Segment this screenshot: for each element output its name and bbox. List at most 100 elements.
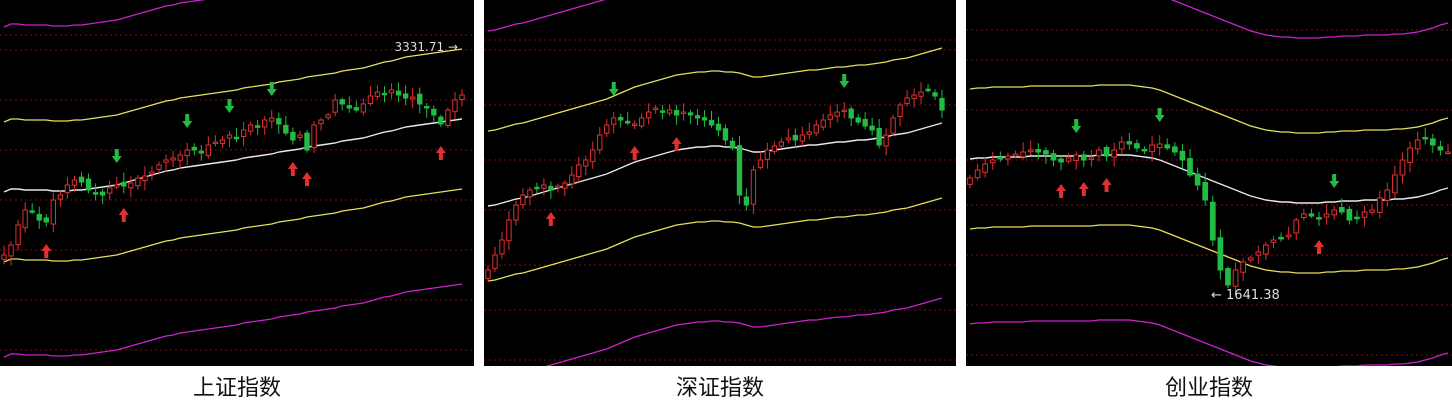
candle-body — [114, 184, 120, 188]
candle-body — [904, 97, 910, 104]
candle-body — [1255, 251, 1262, 256]
candle-body — [1293, 219, 1300, 234]
candle-body — [652, 107, 659, 110]
candle-body — [736, 145, 743, 196]
candle-body — [499, 239, 505, 255]
candle-body — [219, 139, 226, 144]
candle-body — [1331, 209, 1338, 216]
candle-body — [29, 210, 35, 213]
candle-body — [367, 95, 374, 104]
candle-body — [750, 169, 757, 205]
candle-body — [1240, 261, 1246, 273]
candle-body — [792, 134, 798, 141]
buy-arrow-icon — [435, 146, 446, 160]
candle-body — [85, 178, 92, 191]
candle-body — [618, 116, 624, 121]
candle-body — [485, 269, 491, 279]
candle-body — [799, 134, 805, 142]
candle-body — [1354, 216, 1360, 220]
chart-panel-chinext: ← 1641.38 — [966, 0, 1452, 366]
chart-panel-shanghai: 3331.71 → — [0, 0, 474, 366]
candle-body — [409, 96, 416, 100]
candle-body — [729, 140, 736, 149]
candle-body — [360, 103, 367, 113]
candle-body — [57, 194, 64, 200]
candle-body — [997, 156, 1004, 160]
outer-band-lower — [969, 319, 1449, 366]
candle-body — [694, 115, 701, 119]
candle-body — [1043, 150, 1049, 155]
candle-body — [318, 119, 324, 125]
candle-body — [212, 141, 219, 144]
candle-body — [36, 213, 42, 221]
candle-body — [1384, 189, 1391, 201]
candle-body — [135, 177, 141, 187]
candle-body — [1217, 237, 1224, 271]
candle-body — [233, 136, 240, 140]
buy-arrow-icon — [629, 146, 640, 160]
middle-line — [487, 122, 943, 207]
candle-body — [534, 186, 540, 190]
candle-body — [506, 219, 512, 242]
candle-body — [715, 123, 722, 131]
inner-band-lower — [969, 224, 1449, 274]
candle-body — [1088, 157, 1095, 160]
candle-body — [269, 117, 275, 122]
sell-arrow-icon — [608, 82, 619, 96]
buy-arrow-icon — [671, 137, 682, 151]
sell-arrow-icon — [1071, 119, 1082, 133]
candle-body — [1278, 236, 1284, 240]
candle-body — [78, 176, 85, 183]
candle-body — [569, 174, 575, 185]
candle-body — [107, 187, 113, 194]
candle-body — [548, 185, 554, 191]
candle-body — [778, 141, 785, 147]
buy-arrow-icon — [1314, 240, 1325, 254]
candle-body — [1361, 211, 1368, 218]
candle-body — [452, 99, 458, 113]
candle-body — [1270, 239, 1277, 243]
chart-svg-chinext: ← 1641.38 — [966, 0, 1452, 366]
outer-band-lower — [3, 283, 463, 358]
candle-body — [722, 128, 729, 141]
candle-body — [638, 117, 645, 127]
outer-band-upper — [1170, 0, 1449, 39]
candle-body — [99, 191, 106, 196]
candle-body — [604, 124, 610, 134]
candle-body — [1020, 151, 1026, 158]
candle-body — [191, 146, 197, 151]
candle-body — [50, 199, 57, 225]
candle-body — [974, 169, 981, 179]
candle-body — [1300, 213, 1307, 219]
candle-body — [374, 91, 381, 97]
candle-body — [1156, 143, 1163, 149]
candle-body — [339, 99, 345, 105]
sell-arrow-icon — [1154, 108, 1165, 122]
candle-body — [121, 181, 127, 187]
candle-body — [184, 149, 190, 157]
candle-body — [1134, 143, 1140, 149]
candle-body — [1316, 217, 1322, 220]
candle-body — [597, 134, 603, 151]
sell-arrow-icon — [224, 99, 235, 113]
candle-body — [1096, 149, 1102, 157]
candle-body — [673, 110, 680, 116]
candle-body — [332, 99, 338, 113]
chart-caption-shenzhen: 深证指数 — [675, 376, 764, 401]
candle-body — [492, 254, 498, 269]
candle-body — [771, 145, 778, 152]
candle-body — [417, 93, 423, 105]
candle-body — [555, 185, 561, 188]
max-value-label: 3331.71 → — [395, 40, 459, 54]
candle-body — [1407, 147, 1413, 163]
candle-body — [128, 182, 134, 189]
candle-body — [1080, 154, 1087, 161]
candle-body — [459, 94, 465, 100]
candle-body — [869, 125, 875, 131]
candle-body — [177, 154, 183, 161]
candle-body — [1429, 138, 1436, 146]
candle-body — [1194, 173, 1201, 186]
candle-body — [890, 117, 896, 134]
candle-body — [170, 157, 176, 161]
candle-body — [346, 105, 352, 109]
